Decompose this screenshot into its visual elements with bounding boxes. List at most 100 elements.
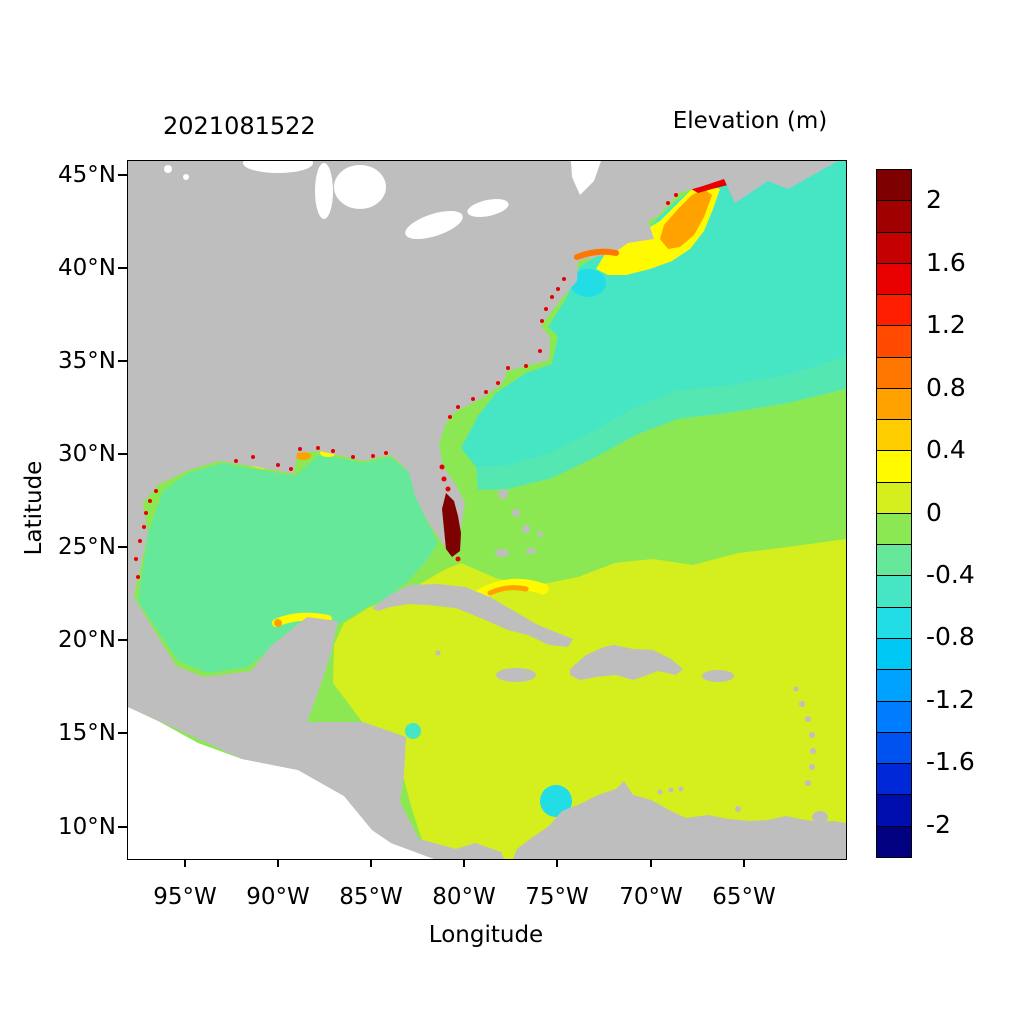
x-axis-label: Longitude [428, 922, 544, 948]
lake-huron [334, 165, 386, 209]
colorbar-cell [877, 201, 911, 233]
elevation-map-svg [128, 161, 846, 859]
colorbar-title: Elevation (m) [672, 108, 828, 134]
x-tick-mark [184, 859, 186, 867]
colorbar-cell [877, 732, 911, 765]
x-tick-mark [650, 859, 652, 867]
northeast-shelf-band [461, 161, 846, 467]
lesser-antilles-island [805, 716, 811, 722]
north-cuba-orange-streak [487, 585, 529, 596]
colorbar-cell [877, 638, 911, 671]
colorbar-cell [877, 232, 911, 264]
y-tick-label: 25°N [58, 534, 116, 560]
colorbar-cell [877, 170, 911, 202]
colorbar-cell [877, 607, 911, 639]
y-tick-label: 20°N [58, 627, 116, 653]
colorbar [876, 169, 912, 858]
colorbar-cell [877, 764, 911, 796]
colorbar-cell [877, 576, 911, 608]
north-america-landmass [128, 161, 838, 859]
lakes-group [164, 161, 601, 239]
shelf-transition-band [476, 357, 846, 490]
y-tick-mark [118, 639, 127, 641]
yucatan-orange-spot [274, 619, 282, 627]
x-tick-label: 65°W [712, 884, 776, 910]
colorbar-cell [877, 388, 911, 421]
lesser-antilles-island [805, 780, 811, 786]
colorbar-tick-label: -1.2 [926, 685, 975, 714]
colorbar-tick-label: 1.2 [926, 310, 966, 339]
colorbar-tick-label: 0 [926, 498, 942, 527]
southeast-florida-dark-red-maximum [442, 493, 461, 557]
st-lawrence-estuary [571, 161, 601, 195]
honduras-coast-cool-spot [405, 723, 421, 739]
y-tick-label: 45°N [58, 162, 116, 188]
colorbar-tick-label: 2 [926, 185, 942, 214]
y-tick-label: 35°N [58, 348, 116, 374]
lesser-antilles-island [809, 764, 815, 770]
colorbar-tick-label: -0.4 [926, 560, 975, 589]
mississippi-orange-spot [295, 452, 311, 460]
x-tick-label: 85°W [339, 884, 403, 910]
y-tick-mark [118, 174, 127, 176]
x-tick-mark [556, 859, 558, 867]
colorbar-cell [877, 295, 911, 327]
new-england-surge-orange [660, 189, 712, 249]
map-plot-area [127, 160, 847, 860]
x-tick-mark [463, 859, 465, 867]
lesser-antilles-island [799, 701, 805, 707]
x-tick-mark [370, 859, 372, 867]
colorbar-tick-label: -1.6 [926, 747, 975, 776]
colorbar-tick-label: -0.8 [926, 622, 975, 651]
lake-ontario [467, 199, 509, 217]
colorbar-cell [877, 263, 911, 296]
x-tick-label: 95°W [153, 884, 217, 910]
cuba-island [372, 584, 573, 647]
colorbar-cell [877, 670, 911, 702]
lake-michigan [315, 163, 333, 219]
colorbar-cell [877, 826, 911, 857]
jamaica-island [496, 668, 536, 682]
x-tick-label: 75°W [525, 884, 589, 910]
puerto-rico-island [702, 670, 734, 682]
colorbar-cell [877, 451, 911, 483]
colorbar-cell [877, 545, 911, 577]
bahamas-island [526, 548, 536, 554]
y-axis-label: Latitude [21, 460, 47, 556]
y-tick-label: 30°N [58, 441, 116, 467]
x-tick-label: 70°W [619, 884, 683, 910]
colorbar-cell [877, 513, 911, 546]
bonaire-island [678, 786, 684, 792]
y-tick-mark [118, 546, 127, 548]
x-tick-label: 80°W [432, 884, 496, 910]
lesser-antilles-island [793, 686, 799, 692]
colorbar-cell [877, 795, 911, 827]
bahamas-island [522, 525, 530, 533]
y-tick-mark [118, 267, 127, 269]
bahamas-island [537, 531, 543, 537]
colorbar-cell [877, 701, 911, 733]
x-tick-mark [277, 859, 279, 867]
y-tick-mark [118, 732, 127, 734]
pacific-outside-domain [128, 707, 434, 859]
aruba-island [657, 789, 663, 795]
y-tick-mark [118, 453, 127, 455]
colorbar-tick-label: 0.4 [926, 435, 966, 464]
curacao-island [668, 787, 674, 793]
y-tick-mark [118, 360, 127, 362]
coastal-red-speckles [134, 193, 678, 579]
south-america-landmass [513, 781, 846, 859]
x-tick-label: 90°W [246, 884, 310, 910]
new-york-bight-cool-spot [570, 269, 606, 297]
caribbean-field [333, 539, 846, 859]
colorbar-cell [877, 482, 911, 514]
y-tick-mark [118, 826, 127, 828]
land-group [128, 161, 846, 859]
colorbar-cell [877, 420, 911, 452]
colombia-coast-cool-spot [540, 785, 572, 817]
y-tick-label: 15°N [58, 720, 116, 746]
y-tick-label: 10°N [58, 814, 116, 840]
colorbar-tick-label: 1.6 [926, 248, 966, 277]
colorbar-cell [877, 357, 911, 389]
lake-superior [243, 161, 313, 173]
